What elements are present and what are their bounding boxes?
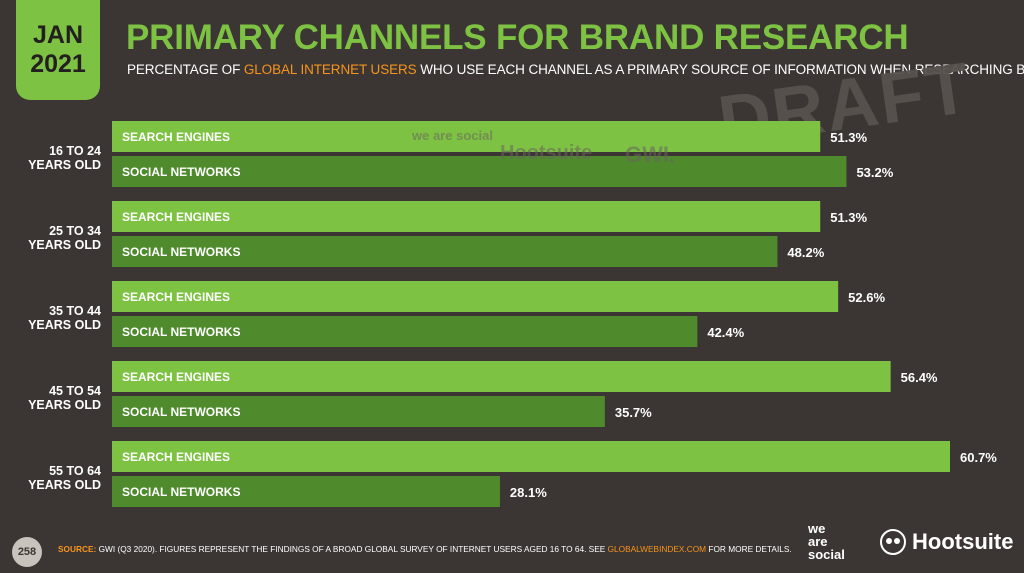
subtitle-highlight: GLOBAL INTERNET USERS xyxy=(243,62,417,77)
bar-value-label: 28.1% xyxy=(510,485,547,500)
bar-value-label: 60.7% xyxy=(960,450,997,465)
was-logo-line1: we xyxy=(808,521,826,536)
bar-value-label: 51.3% xyxy=(830,130,867,145)
subtitle-post: WHO USE EACH CHANNEL AS A PRIMARY SOURCE… xyxy=(416,62,1024,77)
bar-value-label: 48.2% xyxy=(787,245,824,260)
group-label-line: YEARS OLD xyxy=(28,158,101,172)
bar-search-engines xyxy=(112,441,950,472)
group-label-line: 55 TO 64 xyxy=(49,464,101,478)
page-number: 258 xyxy=(12,537,42,567)
bar-category-label: SOCIAL NETWORKS xyxy=(122,485,240,499)
date-badge: JAN 2021 xyxy=(16,0,100,100)
source-link[interactable]: GLOBALWEBINDEX.COM xyxy=(607,544,707,554)
group-label-line: YEARS OLD xyxy=(28,318,101,332)
we-are-social-logo: we are social xyxy=(808,522,845,561)
was-logo-line2: are xyxy=(808,534,828,549)
bar-category-label: SEARCH ENGINES xyxy=(122,210,230,224)
bar-category-label: SOCIAL NETWORKS xyxy=(122,245,240,259)
bar-value-label: 51.3% xyxy=(830,210,867,225)
bar-social-networks xyxy=(112,396,605,427)
group-label-line: 35 TO 44 xyxy=(49,304,101,318)
bar-value-label: 42.4% xyxy=(707,325,744,340)
bar-search-engines xyxy=(112,361,891,392)
bar-value-label: 53.2% xyxy=(856,165,893,180)
bar-social-networks xyxy=(112,316,698,347)
badge-month: JAN xyxy=(32,21,83,49)
hootsuite-logo-text: Hootsuite xyxy=(912,529,1014,554)
source-text: GWI (Q3 2020). FIGURES REPRESENT THE FIN… xyxy=(96,544,608,554)
bar-category-label: SEARCH ENGINES xyxy=(122,290,230,304)
source-label: SOURCE: xyxy=(58,544,97,554)
group-label-line: YEARS OLD xyxy=(28,238,101,252)
bar-category-label: SEARCH ENGINES xyxy=(122,370,230,384)
group-label-line: YEARS OLD xyxy=(28,398,101,412)
bar-social-networks xyxy=(112,476,500,507)
watermark-gwi-logo: GWI. xyxy=(625,142,676,167)
bar-search-engines xyxy=(112,201,821,232)
group-label-line: 25 TO 34 xyxy=(49,224,101,238)
bar-search-engines xyxy=(112,281,839,312)
bar-search-engines xyxy=(112,121,821,152)
bar-category-label: SOCIAL NETWORKS xyxy=(122,325,240,339)
subtitle-pre: PERCENTAGE OF xyxy=(127,62,244,77)
bar-value-label: 52.6% xyxy=(848,290,885,305)
hootsuite-logo: Hootsuite xyxy=(880,529,1013,555)
page-title: PRIMARY CHANNELS FOR BRAND RESEARCH xyxy=(126,18,909,57)
was-logo-line3: social xyxy=(808,547,845,562)
bar-value-label: 35.7% xyxy=(615,405,652,420)
watermark-was-logo: we are social xyxy=(412,128,493,143)
bar-social-networks xyxy=(112,236,778,267)
bar-category-label: SOCIAL NETWORKS xyxy=(122,405,240,419)
bar-category-label: SOCIAL NETWORKS xyxy=(122,165,240,179)
group-label-line: 45 TO 54 xyxy=(49,384,101,398)
page-subtitle: PERCENTAGE OF GLOBAL INTERNET USERS WHO … xyxy=(127,62,1024,77)
source-end: FOR MORE DETAILS. xyxy=(706,544,792,554)
bar-category-label: SEARCH ENGINES xyxy=(122,450,230,464)
source-note: SOURCE: GWI (Q3 2020). FIGURES REPRESENT… xyxy=(58,544,792,554)
bar-category-label: SEARCH ENGINES xyxy=(122,130,230,144)
badge-year: 2021 xyxy=(30,50,86,78)
bar-value-label: 56.4% xyxy=(901,370,938,385)
owl-icon xyxy=(880,529,906,555)
bar-social-networks xyxy=(112,156,847,187)
group-label-line: 16 TO 24 xyxy=(49,144,101,158)
watermark-hootsuite-logo: Hootsuite xyxy=(500,142,593,164)
group-label-line: YEARS OLD xyxy=(28,478,101,492)
